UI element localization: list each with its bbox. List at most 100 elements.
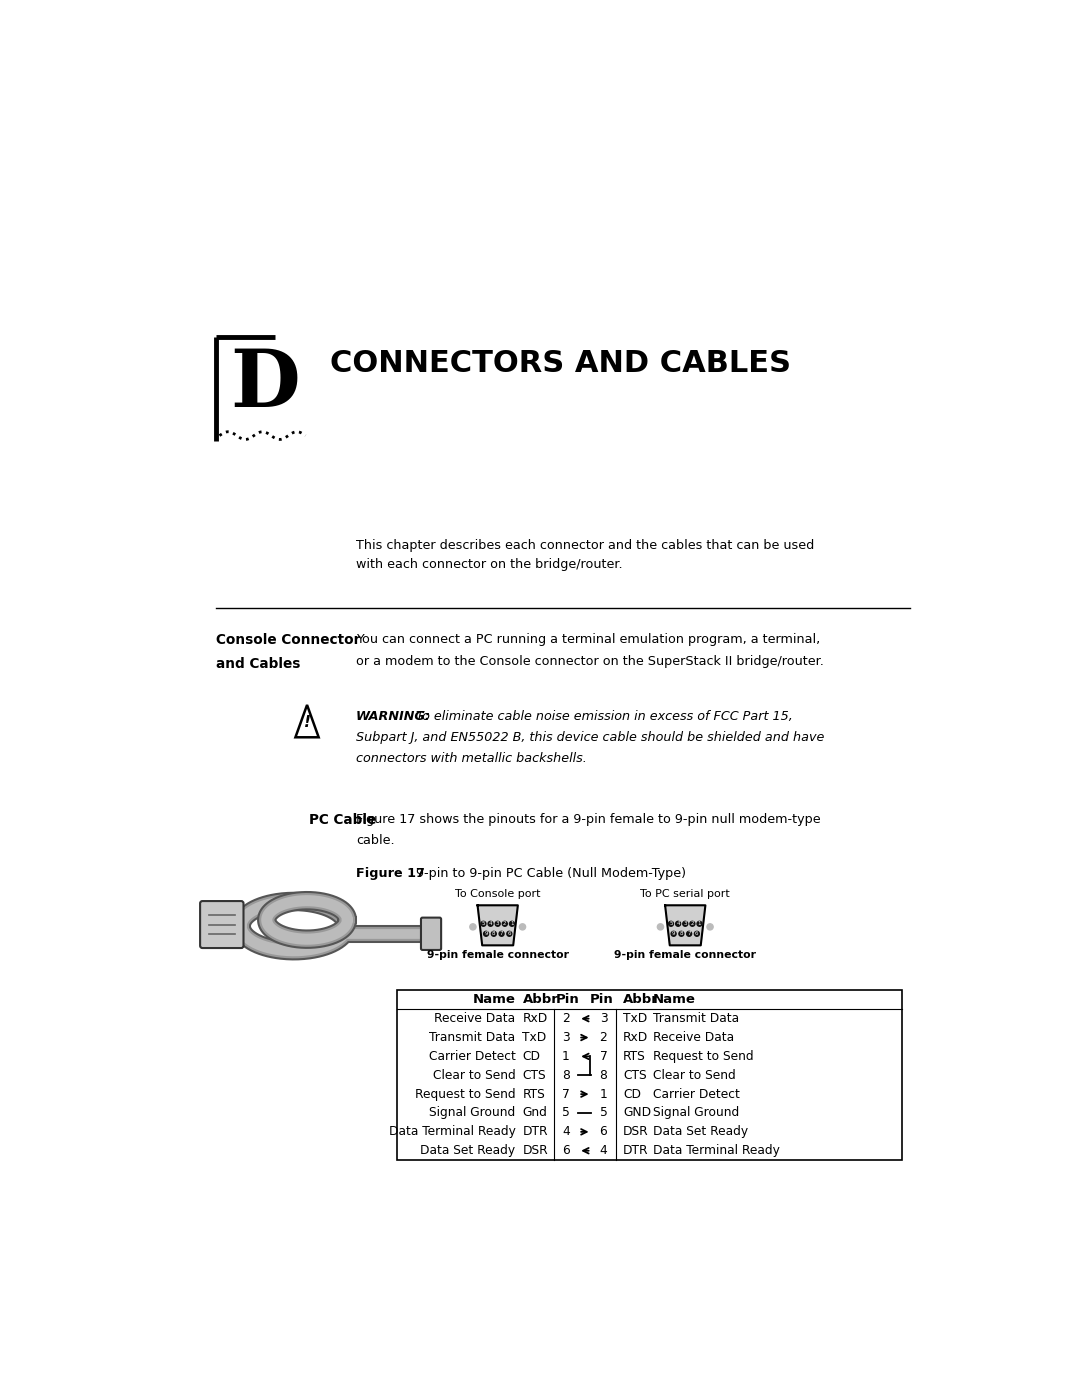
Text: TxD: TxD bbox=[623, 1013, 648, 1025]
Text: Subpart J, and EN55022 B, this device cable should be shielded and have: Subpart J, and EN55022 B, this device ca… bbox=[356, 731, 824, 745]
Text: PC Cable: PC Cable bbox=[309, 813, 377, 827]
Text: Pin: Pin bbox=[556, 993, 580, 1006]
Circle shape bbox=[499, 932, 504, 936]
Text: Request to Send: Request to Send bbox=[652, 1051, 754, 1063]
Circle shape bbox=[679, 932, 684, 936]
Text: 5: 5 bbox=[599, 1106, 607, 1119]
Text: To PC serial port: To PC serial port bbox=[640, 888, 730, 900]
Text: Transmit Data: Transmit Data bbox=[430, 1031, 515, 1044]
Text: 9: 9 bbox=[672, 930, 675, 936]
Text: Transmit Data: Transmit Data bbox=[652, 1013, 739, 1025]
Text: RTS: RTS bbox=[523, 1088, 545, 1101]
Text: 8: 8 bbox=[562, 1069, 570, 1081]
Text: CTS: CTS bbox=[523, 1069, 546, 1081]
Text: 1: 1 bbox=[599, 1088, 607, 1101]
Text: 5: 5 bbox=[670, 921, 673, 926]
Circle shape bbox=[669, 921, 674, 926]
Text: 4: 4 bbox=[562, 1126, 570, 1139]
Text: 2: 2 bbox=[562, 1013, 570, 1025]
Circle shape bbox=[481, 921, 486, 926]
Circle shape bbox=[676, 921, 680, 926]
Text: 3: 3 bbox=[599, 1013, 607, 1025]
Text: 6: 6 bbox=[508, 930, 511, 936]
Text: Data Set Ready: Data Set Ready bbox=[652, 1126, 747, 1139]
Text: 7: 7 bbox=[599, 1051, 607, 1063]
Circle shape bbox=[519, 923, 526, 930]
Circle shape bbox=[690, 921, 694, 926]
Text: CD: CD bbox=[523, 1051, 540, 1063]
Text: D: D bbox=[230, 346, 300, 423]
Text: Gnd: Gnd bbox=[523, 1106, 548, 1119]
Text: Signal Ground: Signal Ground bbox=[429, 1106, 515, 1119]
Text: DTR: DTR bbox=[523, 1126, 548, 1139]
Text: Carrier Detect: Carrier Detect bbox=[429, 1051, 515, 1063]
Text: Carrier Detect: Carrier Detect bbox=[652, 1088, 740, 1101]
Text: 4: 4 bbox=[489, 921, 492, 926]
Text: WARNING:: WARNING: bbox=[356, 711, 431, 724]
Circle shape bbox=[687, 932, 691, 936]
Text: 7: 7 bbox=[687, 930, 691, 936]
Text: 8: 8 bbox=[599, 1069, 607, 1081]
Text: 9-pin to 9-pin PC Cable (Null Modem-Type): 9-pin to 9-pin PC Cable (Null Modem-Type… bbox=[404, 866, 686, 880]
Text: 2: 2 bbox=[599, 1031, 607, 1044]
Circle shape bbox=[671, 932, 676, 936]
Text: and Cables: and Cables bbox=[216, 657, 300, 671]
Text: Signal Ground: Signal Ground bbox=[652, 1106, 739, 1119]
Text: DSR: DSR bbox=[623, 1126, 649, 1139]
Text: 4: 4 bbox=[676, 921, 680, 926]
Text: Abbr: Abbr bbox=[523, 993, 558, 1006]
Text: cable.: cable. bbox=[356, 834, 394, 847]
Text: DTR: DTR bbox=[623, 1144, 649, 1157]
Text: 2: 2 bbox=[503, 921, 507, 926]
Text: RxD: RxD bbox=[523, 1013, 548, 1025]
Text: This chapter describes each connector and the cables that can be used: This chapter describes each connector an… bbox=[356, 539, 814, 552]
Text: 6: 6 bbox=[696, 930, 699, 936]
FancyBboxPatch shape bbox=[200, 901, 243, 949]
Text: 2: 2 bbox=[690, 921, 694, 926]
Text: Console Connector: Console Connector bbox=[216, 633, 361, 647]
Text: 9-pin female connector: 9-pin female connector bbox=[615, 950, 756, 960]
Text: 3: 3 bbox=[496, 921, 499, 926]
Circle shape bbox=[697, 921, 702, 926]
Circle shape bbox=[694, 932, 700, 936]
FancyBboxPatch shape bbox=[421, 918, 441, 950]
Circle shape bbox=[507, 932, 512, 936]
Text: To Console port: To Console port bbox=[455, 888, 540, 900]
Text: 1: 1 bbox=[562, 1051, 570, 1063]
Text: or a modem to the Console connector on the SuperStack II bridge/router.: or a modem to the Console connector on t… bbox=[356, 655, 824, 668]
Circle shape bbox=[484, 932, 488, 936]
Text: Data Terminal Ready: Data Terminal Ready bbox=[652, 1144, 780, 1157]
Text: RTS: RTS bbox=[623, 1051, 646, 1063]
Circle shape bbox=[491, 932, 497, 936]
Text: 8: 8 bbox=[492, 930, 496, 936]
Text: CD: CD bbox=[623, 1088, 642, 1101]
Text: Receive Data: Receive Data bbox=[652, 1031, 733, 1044]
Text: To eliminate cable noise emission in excess of FCC Part 15,: To eliminate cable noise emission in exc… bbox=[411, 711, 793, 724]
Circle shape bbox=[496, 921, 500, 926]
Text: GND: GND bbox=[623, 1106, 651, 1119]
Circle shape bbox=[658, 923, 663, 930]
Text: CONNECTORS AND CABLES: CONNECTORS AND CABLES bbox=[330, 349, 792, 377]
Circle shape bbox=[470, 923, 476, 930]
Text: 6: 6 bbox=[562, 1144, 570, 1157]
Text: 9-pin female connector: 9-pin female connector bbox=[427, 950, 569, 960]
Text: Data Terminal Ready: Data Terminal Ready bbox=[389, 1126, 515, 1139]
Text: 9: 9 bbox=[484, 930, 488, 936]
Text: Pin: Pin bbox=[590, 993, 613, 1006]
Text: You can connect a PC running a terminal emulation program, a terminal,: You can connect a PC running a terminal … bbox=[356, 633, 820, 647]
Text: 4: 4 bbox=[599, 1144, 607, 1157]
Text: Figure 17 shows the pinouts for a 9-pin female to 9-pin null modem-type: Figure 17 shows the pinouts for a 9-pin … bbox=[356, 813, 821, 826]
Text: Clear to Send: Clear to Send bbox=[433, 1069, 515, 1081]
Polygon shape bbox=[665, 905, 705, 946]
Text: Receive Data: Receive Data bbox=[434, 1013, 515, 1025]
Text: Clear to Send: Clear to Send bbox=[652, 1069, 735, 1081]
Text: TxD: TxD bbox=[523, 1031, 546, 1044]
Circle shape bbox=[683, 921, 688, 926]
Text: Name: Name bbox=[473, 993, 515, 1006]
Text: Figure 17: Figure 17 bbox=[356, 866, 424, 880]
Text: 7: 7 bbox=[562, 1088, 570, 1101]
Text: 6: 6 bbox=[599, 1126, 607, 1139]
Circle shape bbox=[502, 921, 508, 926]
Text: Abbr: Abbr bbox=[623, 993, 659, 1006]
Text: 8: 8 bbox=[679, 930, 684, 936]
